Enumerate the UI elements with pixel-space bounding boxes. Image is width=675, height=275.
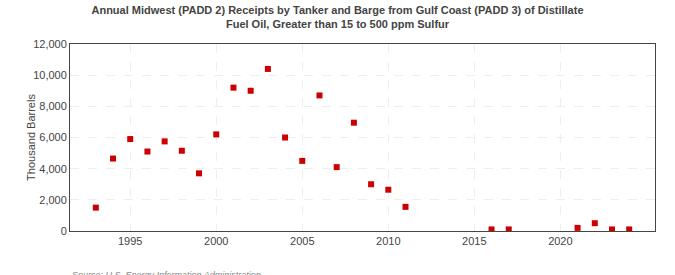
svg-text:8,000: 8,000 — [39, 100, 67, 112]
svg-text:12,000: 12,000 — [33, 38, 67, 50]
svg-text:10,000: 10,000 — [33, 69, 67, 81]
svg-text:4,000: 4,000 — [39, 163, 67, 175]
svg-text:2020: 2020 — [548, 235, 572, 247]
svg-text:Thousand Barrels: Thousand Barrels — [25, 94, 37, 181]
svg-text:Source: U.S. Energy Informatio: Source: U.S. Energy Information Administ… — [72, 270, 261, 275]
svg-text:1995: 1995 — [118, 235, 142, 247]
svg-text:2015: 2015 — [462, 235, 486, 247]
svg-text:0: 0 — [61, 225, 67, 237]
svg-text:2005: 2005 — [290, 235, 314, 247]
svg-text:Annual Midwest (PADD 2) Receip: Annual Midwest (PADD 2) Receipts by Tank… — [91, 4, 583, 30]
svg-text:2000: 2000 — [204, 235, 228, 247]
svg-text:2010: 2010 — [376, 235, 400, 247]
svg-text:6,000: 6,000 — [39, 131, 67, 143]
svg-text:2,000: 2,000 — [39, 194, 67, 206]
